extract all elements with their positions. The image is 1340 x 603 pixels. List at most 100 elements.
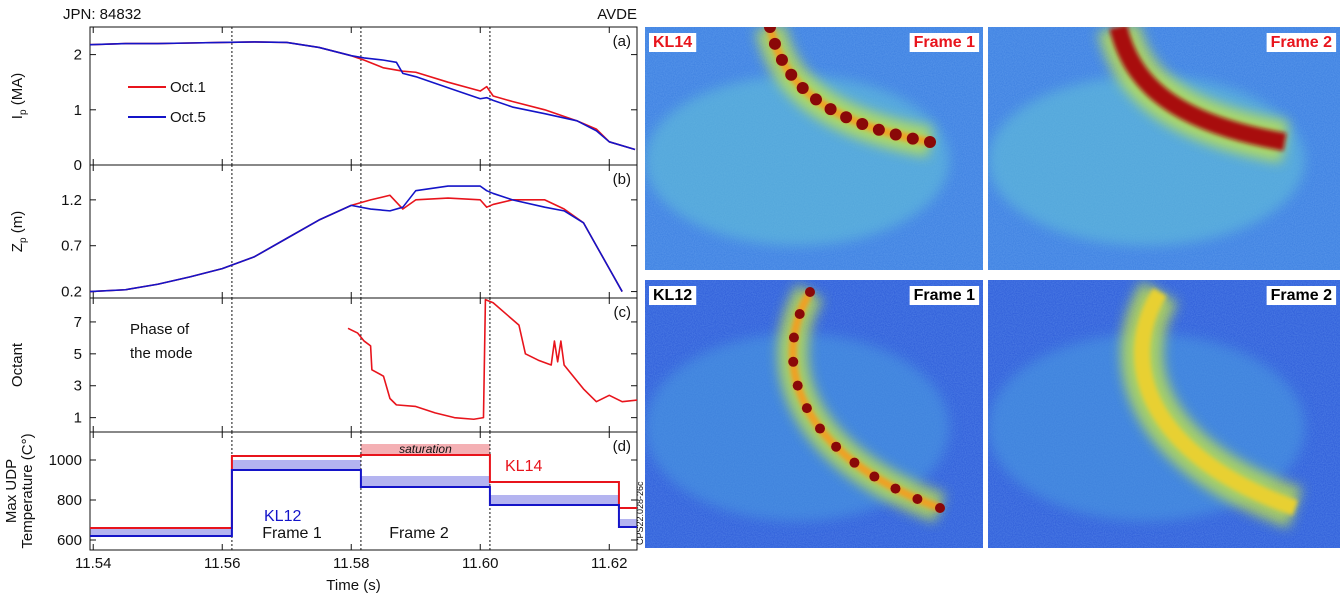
step-line xyxy=(90,469,637,537)
y-tick-label: 0.7 xyxy=(61,238,82,255)
x-tick-label: 11.58 xyxy=(333,555,369,572)
hot-spot xyxy=(840,111,853,124)
y-tick-label: 5 xyxy=(74,346,82,363)
temperature-band xyxy=(360,476,490,487)
y-axis-title-part: I xyxy=(9,115,26,119)
temperature-band xyxy=(231,460,361,470)
label-box xyxy=(1266,286,1337,305)
frame-label: Frame 2 xyxy=(389,525,449,542)
hot-spot xyxy=(805,287,815,297)
temperature-band xyxy=(360,444,490,454)
hot-spot xyxy=(912,494,923,505)
hot-spot xyxy=(906,132,919,145)
frame-label: Frame 1 xyxy=(914,34,975,51)
y-tick-label: 0.2 xyxy=(61,284,82,301)
series-label: KL14 xyxy=(505,458,542,475)
hot-spot xyxy=(889,128,902,141)
y-axis-title-part: (MA) xyxy=(9,73,26,110)
annotation: the mode xyxy=(130,345,193,362)
y-axis-title-part: p xyxy=(18,109,29,115)
label-box xyxy=(1266,33,1337,52)
y-tick-label: 1.2 xyxy=(61,192,82,209)
hot-spot xyxy=(869,471,880,482)
hot-spot xyxy=(801,403,812,414)
temperature-band xyxy=(90,528,232,536)
image-content xyxy=(645,280,983,548)
hot-arc xyxy=(1134,287,1298,516)
y-axis-title: Zp (m) xyxy=(9,211,29,252)
y-tick-label: 7 xyxy=(74,314,82,331)
hot-spot xyxy=(796,81,809,94)
figure-code: CPS22.028-26c xyxy=(635,481,645,545)
legend-label: Oct.5 xyxy=(170,109,206,126)
y-axis-title: Ip (MA) xyxy=(9,73,29,119)
y-axis-title: Octant xyxy=(9,342,26,387)
panel-frame xyxy=(89,431,638,551)
x-tick-label: 11.60 xyxy=(462,555,498,572)
hot-spot xyxy=(785,68,798,81)
frame-label: Frame 2 xyxy=(1271,34,1332,51)
series-line xyxy=(89,185,623,293)
hot-spot xyxy=(814,423,825,434)
frame-label: Frame 2 xyxy=(1271,287,1332,304)
series-line xyxy=(89,194,623,293)
hot-spot xyxy=(872,123,885,136)
panel-label: (a) xyxy=(613,33,631,50)
y-axis-title-part: p xyxy=(18,237,29,243)
hot-spot xyxy=(768,37,781,50)
frame-label: Frame 1 xyxy=(262,525,322,542)
y-tick-label: 0 xyxy=(74,157,82,174)
hot-spot xyxy=(809,93,822,106)
panel-label: (c) xyxy=(614,304,632,321)
series-line xyxy=(347,298,638,421)
y-tick-label: 600 xyxy=(57,532,82,549)
band-label: saturation xyxy=(399,442,452,456)
camera-image: Frame 2 xyxy=(988,280,1340,548)
x-tick-label: 11.56 xyxy=(204,555,240,572)
hot-spot xyxy=(849,457,860,468)
hot-spot xyxy=(935,503,945,513)
hot-spot xyxy=(824,103,837,116)
shot-number: JPN: 84832 xyxy=(63,6,141,23)
hot-spot xyxy=(775,53,788,66)
temperature-band xyxy=(618,519,637,527)
temperature-band xyxy=(489,495,619,505)
x-tick-label: 11.54 xyxy=(75,555,111,572)
panel-frame xyxy=(89,164,638,299)
legend-label: Oct.1 xyxy=(170,79,206,96)
image-content xyxy=(988,27,1340,270)
y-tick-label: 800 xyxy=(57,492,82,509)
x-axis-title: Time (s) xyxy=(326,577,380,594)
label-box xyxy=(649,33,697,52)
series-line xyxy=(89,41,636,151)
label-box xyxy=(909,286,980,305)
frame-label: Frame 1 xyxy=(914,287,975,304)
hot-spot xyxy=(890,483,901,494)
camera-image: Frame 2 xyxy=(988,27,1340,270)
y-tick-label: 3 xyxy=(74,378,82,395)
y-axis-title-part: (m) xyxy=(9,211,26,238)
hot-arc xyxy=(1109,27,1287,151)
hot-spot xyxy=(924,136,936,148)
hot-spot xyxy=(788,356,799,367)
y-tick-label: 2 xyxy=(74,47,82,64)
camera-image: Frame 1 KL12 xyxy=(645,280,983,548)
hot-spot xyxy=(764,27,776,33)
camera-image: Frame 1 KL14 xyxy=(645,27,983,270)
panel-frame xyxy=(89,26,638,166)
hot-spot xyxy=(792,380,803,391)
camera-label: KL14 xyxy=(653,34,692,51)
annotation: Phase of xyxy=(130,321,190,338)
y-tick-label: 1 xyxy=(74,410,82,427)
series-label: KL12 xyxy=(264,508,301,525)
y-axis-title: Temperature (C°) xyxy=(19,433,36,548)
y-tick-label: 1000 xyxy=(49,452,82,469)
scenario: AVDE xyxy=(597,6,637,23)
label-box xyxy=(649,286,697,305)
hot-spot xyxy=(794,308,805,319)
x-tick-label: 11.62 xyxy=(591,555,627,572)
hot-spot xyxy=(831,441,842,452)
panel-label: (d) xyxy=(613,438,631,455)
image-content xyxy=(645,27,983,270)
